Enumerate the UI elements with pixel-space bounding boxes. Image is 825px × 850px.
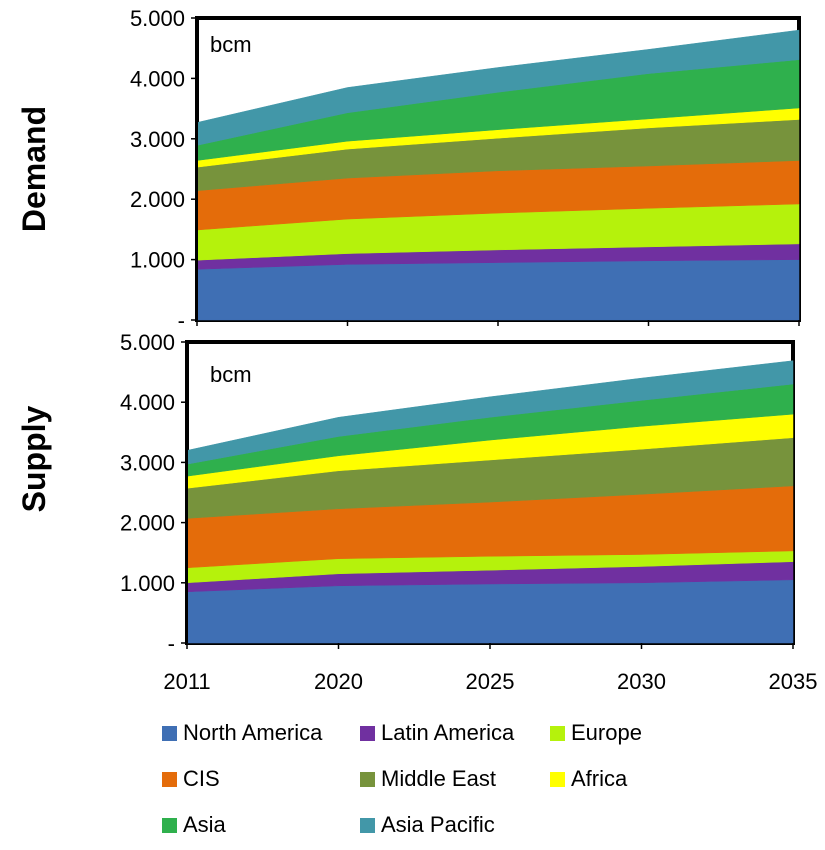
supply-row-title: Supply [16,405,52,512]
demand-y-tick-label: 5.000 [130,6,185,31]
legend-swatch [360,726,375,741]
legend-swatch [162,726,177,741]
legend-label: CIS [183,766,220,791]
demand-row-title: Demand [16,106,52,232]
x-tick-label: 2020 [314,669,363,694]
legend-label: North America [183,720,323,745]
supply-area-asia-pacific [186,360,794,465]
legend-swatch [550,772,565,787]
legend-swatch [550,726,565,741]
supply-y-tick-label: 5.000 [120,330,175,355]
x-tick-label: 2011 [163,669,210,694]
legend-item-cis: CIS [162,766,220,792]
supply-y-tick-label: 1.000 [120,571,175,596]
legend-swatch [162,772,177,787]
legend-label: Latin America [381,720,515,745]
demand-area-asia-pacific [196,29,800,146]
legend-label: Africa [571,766,628,791]
legend-item-africa: Africa [550,766,627,792]
legend-item-asia-pacific: Asia Pacific [360,812,495,838]
supply-unit-label: bcm [210,362,252,387]
legend-item-north-america: North America [162,720,322,746]
legend-item-europe: Europe [550,720,642,746]
x-tick-label: 2035 [769,669,818,694]
supply-area-north-america [186,579,794,644]
demand-y-tick-label: 3.000 [130,127,185,152]
x-tick-label: 2025 [466,669,515,694]
legend-swatch [360,818,375,833]
legend-item-latin-america: Latin America [360,720,514,746]
demand-unit-label: bcm [210,32,252,57]
legend-label: Asia [183,812,226,837]
legend-label: Middle East [381,766,496,791]
legend-label: Europe [571,720,642,745]
legend-label: Asia Pacific [381,812,495,837]
legend-item-middle-east: Middle East [360,766,496,792]
legend-swatch [162,818,177,833]
demand-y-tick-label: - [178,308,185,333]
x-tick-label: 2030 [617,669,666,694]
supply-y-tick-label: - [168,631,175,656]
demand-y-tick-label: 2.000 [130,187,185,212]
supply-y-tick-label: 3.000 [120,450,175,475]
supply-y-tick-label: 4.000 [120,390,175,415]
demand-area-north-america [196,259,800,321]
legend-swatch [360,772,375,787]
demand-y-tick-label: 1.000 [130,248,185,273]
demand-y-tick-label: 4.000 [130,66,185,91]
legend-item-asia: Asia [162,812,226,838]
supply-y-tick-label: 2.000 [120,511,175,536]
